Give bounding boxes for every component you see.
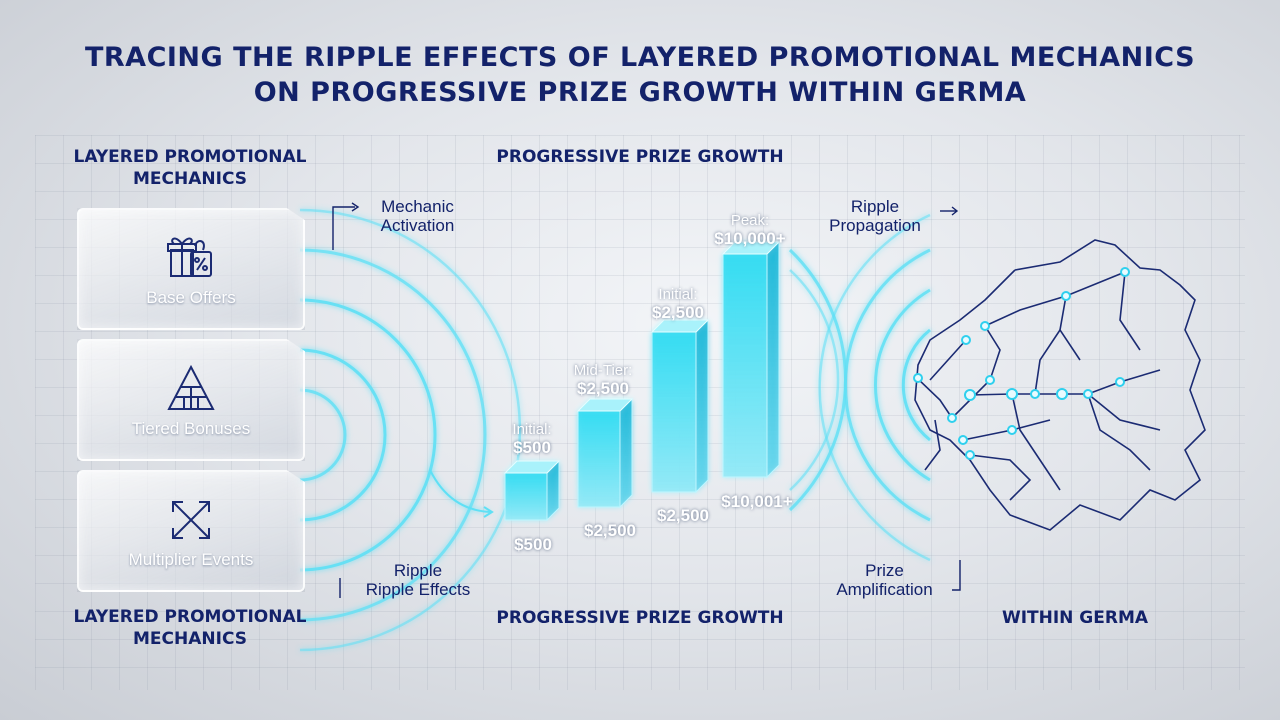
bar-1-top-value: $500	[513, 438, 551, 457]
right-heading-bottom: WITHIN GERMA	[1001, 608, 1149, 628]
bar-4-top-label-text: Peak:	[730, 212, 770, 229]
ripple-arrow-to-bars	[429, 469, 491, 513]
right-ripple-rings	[788, 213, 931, 562]
gift-percent-icon	[167, 237, 212, 277]
bar-3-top-value: $2,500	[652, 303, 704, 322]
card-label-multiplier-events: Multiplier Events	[128, 550, 254, 569]
prize-bars	[503, 240, 781, 522]
prize-bar-4	[721, 240, 781, 479]
bar-4-bottom-value: $10,001+	[721, 492, 793, 511]
prize-bar-4-front	[722, 253, 768, 478]
left-heading-top: LAYERED PROMOTIONAL MECHANICS	[73, 147, 307, 189]
center-heading-bottom: PROGRESSIVE PRIZE GROWTH	[496, 608, 784, 628]
page-title-line-2: ON PROGRESSIVE PRIZE GROWTH WITHIN GERMA	[253, 77, 1027, 108]
map-nodes	[913, 267, 1130, 460]
bar-2-bottom-value: $2,500	[584, 521, 636, 540]
card-label-tiered-bonuses: Tiered Bonuses	[131, 419, 251, 438]
network-map-icon	[914, 239, 1206, 531]
prize-bar-2-side	[619, 397, 633, 509]
bar-2-top-value: $2,500	[577, 379, 629, 398]
prize-bar-2-front	[577, 410, 621, 508]
bar-1-bottom-value: $500	[514, 535, 552, 554]
bar-1-top-label: Initial: $500	[492, 421, 572, 458]
annotation-prize-amplification: Prize Amplification	[836, 561, 933, 599]
left-heading-bottom: LAYERED PROMOTIONAL MECHANICS	[73, 607, 307, 649]
bar-3-top-label: Initial: $2,500	[638, 286, 718, 323]
card-base-offers: Base Offers	[77, 208, 305, 330]
annotation-mechanic-activation: Mechanic Activation	[380, 197, 455, 235]
bar-2-top-label: Mid-Tier: $2,500	[563, 362, 643, 399]
annotation-ripple-effects: Ripple Ripple Effects	[365, 561, 471, 599]
page-title-line-1: TRACING THE RIPPLE EFFECTS OF LAYERED PR…	[84, 42, 1196, 73]
bar-2-top-label-text: Mid-Tier:	[573, 362, 633, 379]
prize-bar-1-top	[503, 460, 561, 474]
card-multiplier-events: Multiplier Events	[77, 470, 305, 592]
prize-bar-4-side	[766, 240, 780, 479]
expand-arrows-icon	[172, 501, 210, 539]
prize-bar-3-side	[695, 318, 709, 494]
connector-arrows	[332, 202, 961, 598]
annotation-ripple-propagation: Ripple Propagation	[829, 197, 921, 235]
left-ripple-rings	[299, 208, 522, 652]
prize-bar-1-front	[504, 472, 548, 521]
card-label-base-offers: Base Offers	[146, 288, 236, 307]
bar-4-top-value: $10,000+	[714, 229, 786, 248]
bar-4-top-label: Peak: $10,000+	[705, 212, 795, 249]
card-tiered-bonuses: Tiered Bonuses	[77, 339, 305, 461]
bar-3-bottom-value: $2,500	[657, 506, 709, 525]
pyramid-icon	[167, 364, 215, 410]
center-heading-top: PROGRESSIVE PRIZE GROWTH	[496, 147, 784, 167]
bar-3-top-label-text: Initial:	[658, 286, 698, 303]
prize-bar-2-top	[576, 398, 634, 412]
prize-bar-3	[650, 318, 710, 494]
prize-bar-1	[503, 459, 561, 522]
prize-bar-3-front	[651, 331, 697, 493]
bar-1-top-label-text: Initial:	[512, 421, 552, 438]
prize-bar-4-top	[721, 241, 781, 255]
prize-bar-3-top	[650, 319, 710, 333]
prize-bar-2	[576, 397, 634, 509]
